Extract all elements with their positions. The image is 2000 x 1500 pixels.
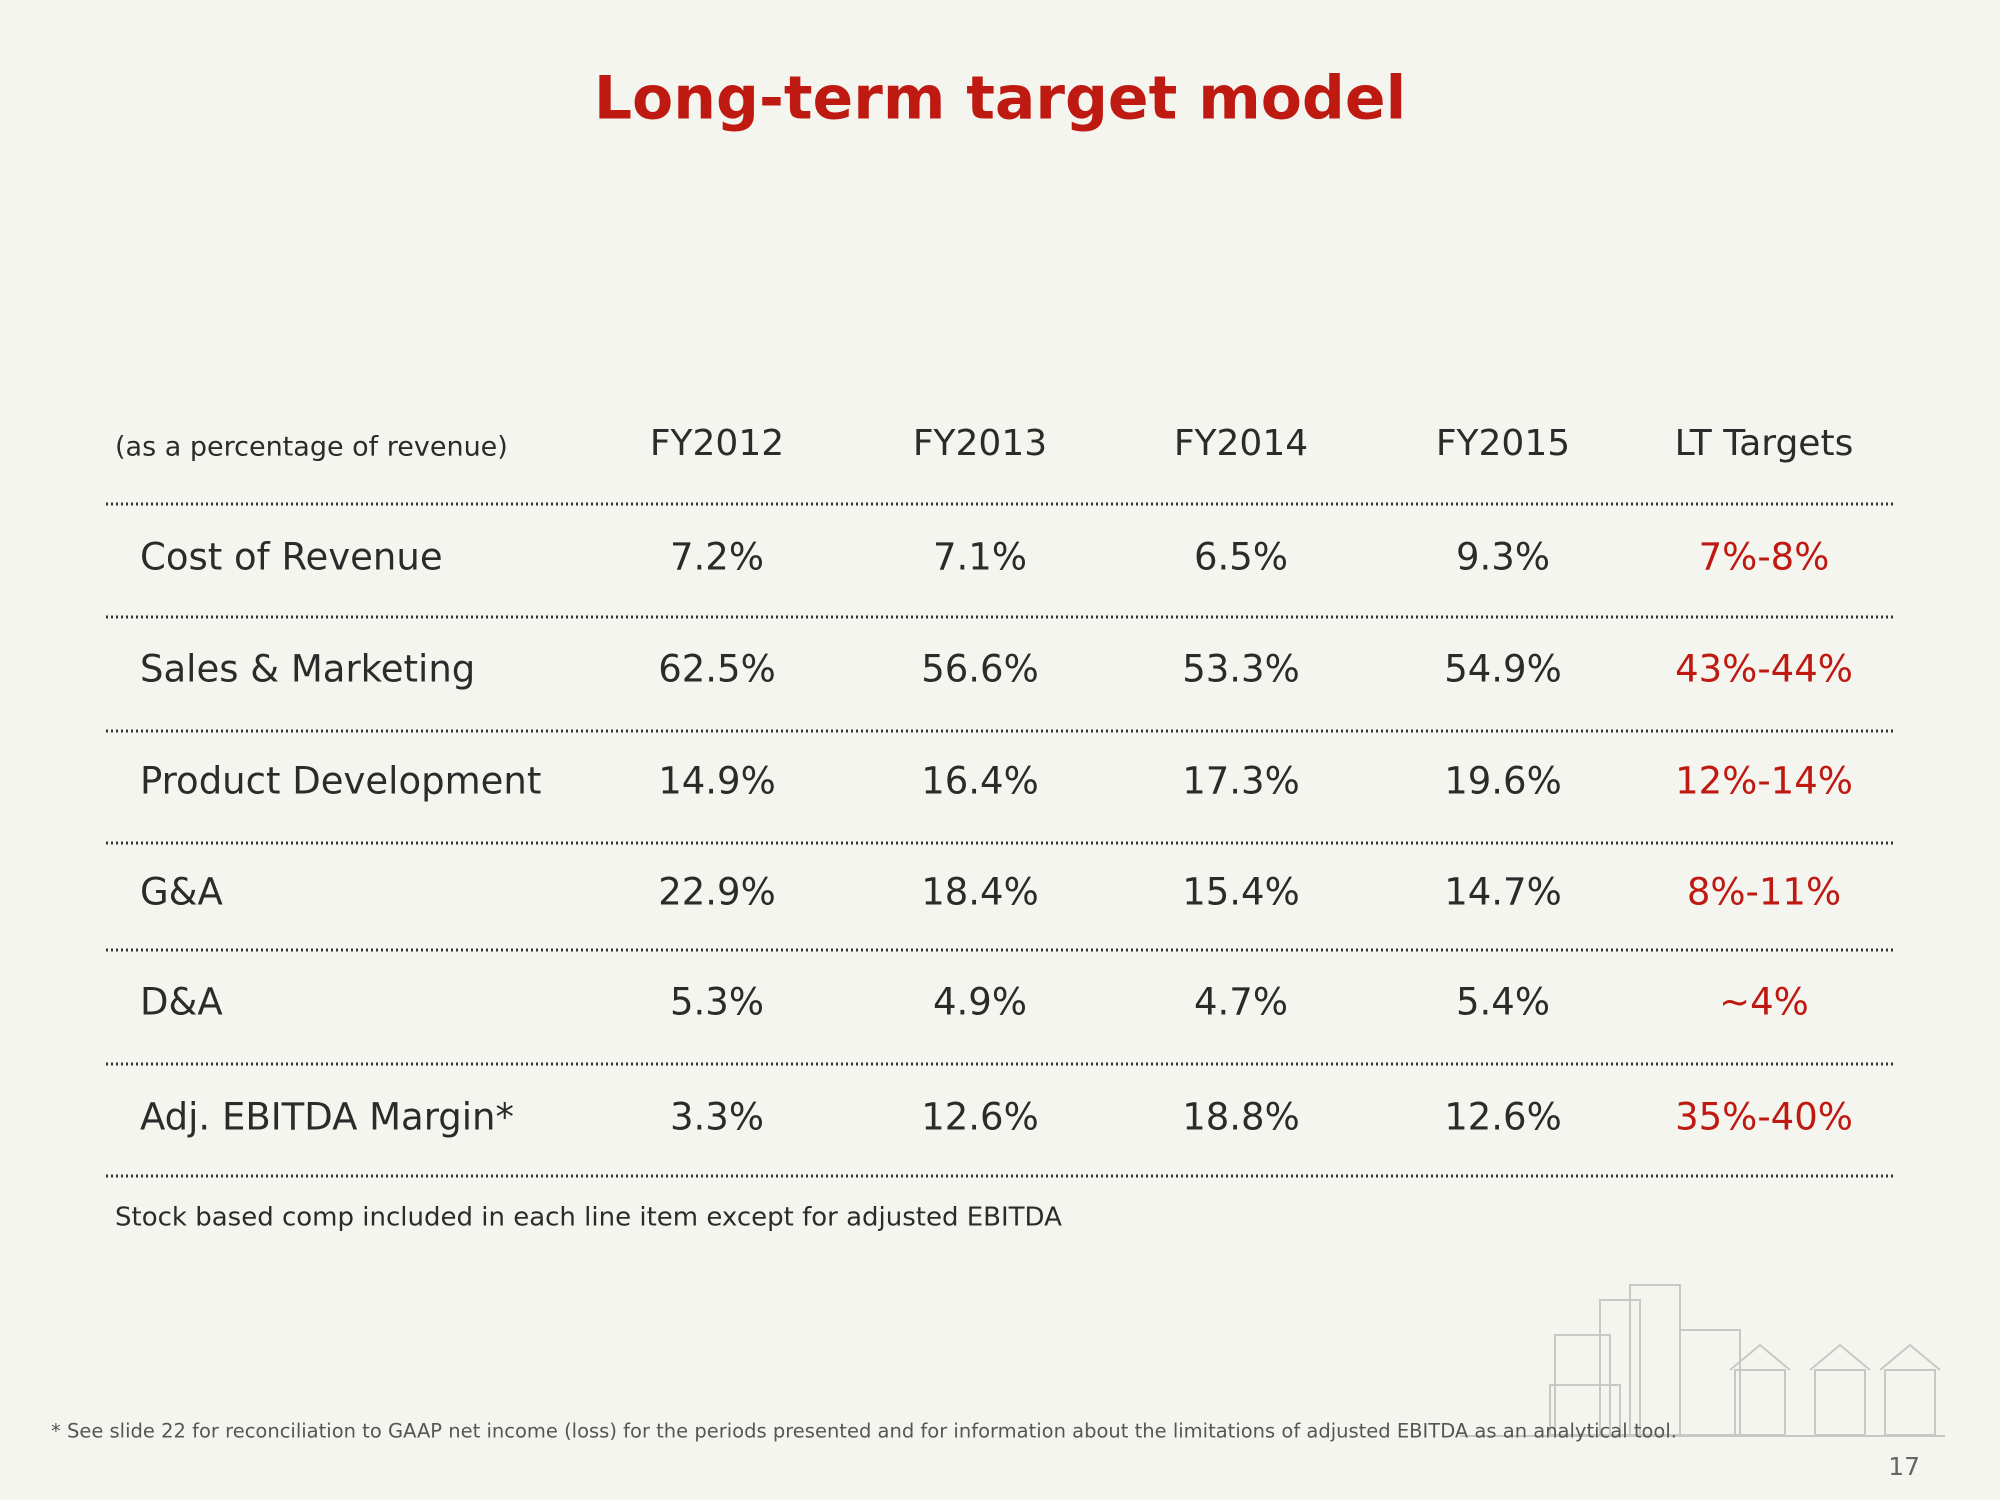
value-cell: 53.3% bbox=[1182, 648, 1300, 691]
value-cell: 9.3% bbox=[1456, 536, 1550, 579]
title: Long-term target model bbox=[594, 64, 1406, 134]
value-cell: 19.6% bbox=[1444, 760, 1562, 803]
value-cell: 14.7% bbox=[1444, 871, 1562, 914]
row-label: Adj. EBITDA Margin* bbox=[140, 1096, 514, 1139]
target-cell: ~4% bbox=[1719, 981, 1809, 1024]
target-cell: 7%-8% bbox=[1699, 536, 1830, 579]
value-cell: 15.4% bbox=[1182, 871, 1300, 914]
value-cell: 62.5% bbox=[658, 648, 776, 691]
row-label: Sales & Marketing bbox=[140, 648, 475, 691]
target-cell: 8%-11% bbox=[1687, 871, 1841, 914]
value-cell: 12.6% bbox=[1444, 1096, 1562, 1139]
column-header: (as a percentage of revenue) bbox=[115, 432, 508, 463]
value-cell: 17.3% bbox=[1182, 760, 1300, 803]
value-cell: 12.6% bbox=[921, 1096, 1039, 1139]
column-header: FY2012 bbox=[650, 423, 784, 464]
page-number: 17 bbox=[1888, 1452, 1920, 1481]
note: Stock based comp included in each line i… bbox=[115, 1203, 1062, 1233]
value-cell: 22.9% bbox=[658, 871, 776, 914]
buildings-illustration bbox=[1460, 1284, 1945, 1437]
value-cell: 7.1% bbox=[933, 536, 1027, 579]
value-cell: 6.5% bbox=[1194, 536, 1288, 579]
value-cell: 5.3% bbox=[670, 981, 764, 1024]
value-cell: 18.4% bbox=[921, 871, 1039, 914]
value-cell: 4.7% bbox=[1194, 981, 1288, 1024]
column-header: FY2014 bbox=[1174, 423, 1308, 464]
footnote: * See slide 22 for reconciliation to GAA… bbox=[51, 1420, 1677, 1443]
target-cell: 35%-40% bbox=[1675, 1096, 1853, 1139]
value-cell: 4.9% bbox=[933, 981, 1027, 1024]
row-label: D&A bbox=[140, 981, 223, 1024]
value-cell: 14.9% bbox=[658, 760, 776, 803]
value-cell: 3.3% bbox=[670, 1096, 764, 1139]
row-label: G&A bbox=[140, 871, 223, 914]
column-header: FY2013 bbox=[913, 423, 1047, 464]
row-label: Product Development bbox=[140, 760, 541, 803]
value-cell: 18.8% bbox=[1182, 1096, 1300, 1139]
column-header: LT Targets bbox=[1675, 423, 1854, 464]
value-cell: 7.2% bbox=[670, 536, 764, 579]
value-cell: 54.9% bbox=[1444, 648, 1562, 691]
column-header: FY2015 bbox=[1436, 423, 1570, 464]
value-cell: 56.6% bbox=[921, 648, 1039, 691]
value-cell: 16.4% bbox=[921, 760, 1039, 803]
value-cell: 5.4% bbox=[1456, 981, 1550, 1024]
row-label: Cost of Revenue bbox=[140, 536, 443, 579]
target-cell: 43%-44% bbox=[1675, 648, 1853, 691]
target-cell: 12%-14% bbox=[1675, 760, 1853, 803]
